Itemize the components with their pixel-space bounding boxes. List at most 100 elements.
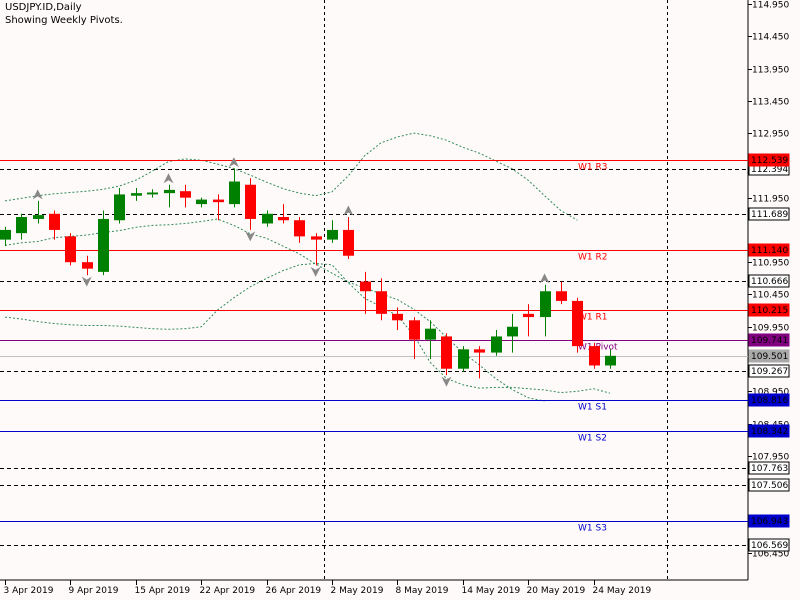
- fractal-down-arrow-icon: [441, 376, 452, 387]
- fractal-down-arrow-icon: [310, 266, 321, 277]
- time-tick-label: 9 Apr 2019: [69, 586, 119, 596]
- bullish-candle-body[interactable]: [262, 213, 273, 224]
- pivot-label: W1 R2: [578, 253, 607, 263]
- chart-symbol-title: USDJPY.ID,Daily: [5, 2, 82, 13]
- price-level-value: 110.666: [751, 277, 788, 287]
- price-tick-label: 113.450: [752, 98, 789, 108]
- chart-subtitle: Showing Weekly Pivots.: [5, 15, 123, 26]
- dashed-level-price-box[interactable]: [748, 274, 790, 288]
- lower-envelope-line: [4, 262, 611, 394]
- price-tick-label: 106.450: [752, 550, 789, 560]
- candles[interactable]: [0, 168, 616, 379]
- price-level-value: 107.763: [751, 464, 788, 474]
- bullish-candle-body[interactable]: [605, 355, 616, 366]
- time-tick-label: 2 May 2019: [331, 586, 384, 596]
- pivot-price-box[interactable]: [748, 393, 790, 407]
- price-level-value: 112.539: [751, 156, 788, 166]
- price-level-value: 110.215: [751, 306, 788, 316]
- bearish-candle-body[interactable]: [49, 213, 60, 230]
- bearish-candle-body[interactable]: [409, 320, 420, 340]
- time-axis[interactable]: 3 Apr 2019 9 Apr 2019 15 Apr 2019 22 Apr 20…: [4, 580, 652, 596]
- bullish-candle-body[interactable]: [425, 328, 436, 340]
- price-tick-label: 112.950: [752, 130, 789, 140]
- pivot-price-box[interactable]: [748, 424, 790, 438]
- bearish-candle-body[interactable]: [589, 346, 600, 366]
- bearish-candle-body[interactable]: [523, 313, 534, 318]
- pivot-label: W1 S3: [578, 524, 607, 534]
- bearish-candle-body[interactable]: [311, 236, 322, 240]
- bearish-candle-body[interactable]: [343, 229, 354, 256]
- bearish-candle-body[interactable]: [278, 217, 289, 221]
- bullish-candle-body[interactable]: [327, 229, 338, 240]
- price-level-value: 107.506: [751, 481, 788, 491]
- price-tick-label: 114.950: [752, 1, 789, 11]
- middle-envelope-line: [4, 218, 545, 402]
- dashed-level-price-box[interactable]: [748, 207, 790, 221]
- fractal-up-arrow-icon: [32, 189, 43, 200]
- bullish-candle-body[interactable]: [147, 192, 158, 195]
- price-tick-label: 110.950: [752, 259, 789, 269]
- pivot-price-box[interactable]: [748, 243, 790, 257]
- bullish-candle-body[interactable]: [33, 215, 44, 219]
- bearish-candle-body[interactable]: [441, 336, 452, 369]
- bullish-candle-body[interactable]: [0, 229, 11, 240]
- bullish-candle-body[interactable]: [196, 199, 207, 205]
- time-tick-label: 24 May 2019: [593, 586, 652, 596]
- bearish-candle-body[interactable]: [245, 184, 256, 219]
- bullish-candle-body[interactable]: [229, 181, 240, 205]
- dashed-level-price-box[interactable]: [748, 538, 790, 552]
- bearish-candle-body[interactable]: [572, 300, 583, 347]
- bullish-candle-body[interactable]: [16, 217, 27, 234]
- fractal-up-arrow-icon: [343, 205, 354, 216]
- time-tick-label: 22 Apr 2019: [200, 586, 256, 596]
- bullish-candle-body[interactable]: [540, 291, 551, 318]
- bullish-candle-body[interactable]: [458, 349, 469, 369]
- current-price-box[interactable]: [748, 349, 790, 363]
- pivot-price-box[interactable]: [748, 153, 790, 167]
- price-axis[interactable]: 114.950 114.450 113.950 113.450 112.950 111.9…: [748, 1, 790, 560]
- time-tick-label: 15 Apr 2019: [135, 586, 191, 596]
- price-tick-label: 113.950: [752, 66, 789, 76]
- bearish-candle-body[interactable]: [180, 191, 191, 198]
- bearish-candle-body[interactable]: [556, 291, 567, 301]
- price-level-value: 106.569: [751, 541, 788, 551]
- time-tick-label: 26 Apr 2019: [266, 586, 322, 596]
- dashed-level-price-box[interactable]: [748, 478, 790, 492]
- bearish-candle-body[interactable]: [82, 262, 93, 269]
- bearish-candle-body[interactable]: [376, 291, 387, 314]
- bearish-candle-body[interactable]: [213, 199, 224, 203]
- fractal-up-arrow-icon: [539, 273, 550, 284]
- pivot-price-box[interactable]: [748, 514, 790, 528]
- bearish-candle-body[interactable]: [360, 281, 371, 292]
- pivot-price-box[interactable]: [748, 303, 790, 317]
- bullish-candle-body[interactable]: [131, 193, 142, 196]
- bullish-candle-body[interactable]: [491, 336, 502, 353]
- upper-envelope-line: [4, 132, 578, 221]
- bullish-candle-body[interactable]: [164, 189, 175, 194]
- price-tick-label: 109.950: [752, 324, 789, 334]
- price-level-value: 109.267: [751, 367, 788, 377]
- dashed-level-price-box[interactable]: [748, 364, 790, 378]
- bearish-candle-body[interactable]: [294, 220, 305, 237]
- time-tick-label: 20 May 2019: [527, 586, 586, 596]
- bullish-candle-body[interactable]: [114, 194, 125, 221]
- bullish-candle-body[interactable]: [507, 326, 518, 337]
- bearish-candle-body[interactable]: [65, 236, 76, 263]
- dashed-level-price-box[interactable]: [748, 461, 790, 475]
- fractal-down-arrow-icon: [81, 276, 92, 287]
- price-level-value: 112.394: [751, 165, 788, 175]
- fractal-up-arrow-icon: [228, 157, 239, 168]
- fractal-down-arrow-icon: [245, 231, 256, 242]
- bearish-candle-body[interactable]: [392, 313, 403, 321]
- price-level-value: 109.501: [751, 352, 788, 362]
- bullish-candle-body[interactable]: [98, 218, 109, 272]
- bearish-candle-body[interactable]: [474, 349, 485, 353]
- envelope-lines: [4, 132, 611, 402]
- price-tick-label: 108.950: [752, 388, 789, 398]
- pivot-price-box[interactable]: [748, 333, 790, 347]
- time-tick-label: 3 Apr 2019: [4, 586, 54, 596]
- pivot-label: W1 R1: [578, 313, 607, 323]
- price-level-value: 106.943: [751, 517, 788, 527]
